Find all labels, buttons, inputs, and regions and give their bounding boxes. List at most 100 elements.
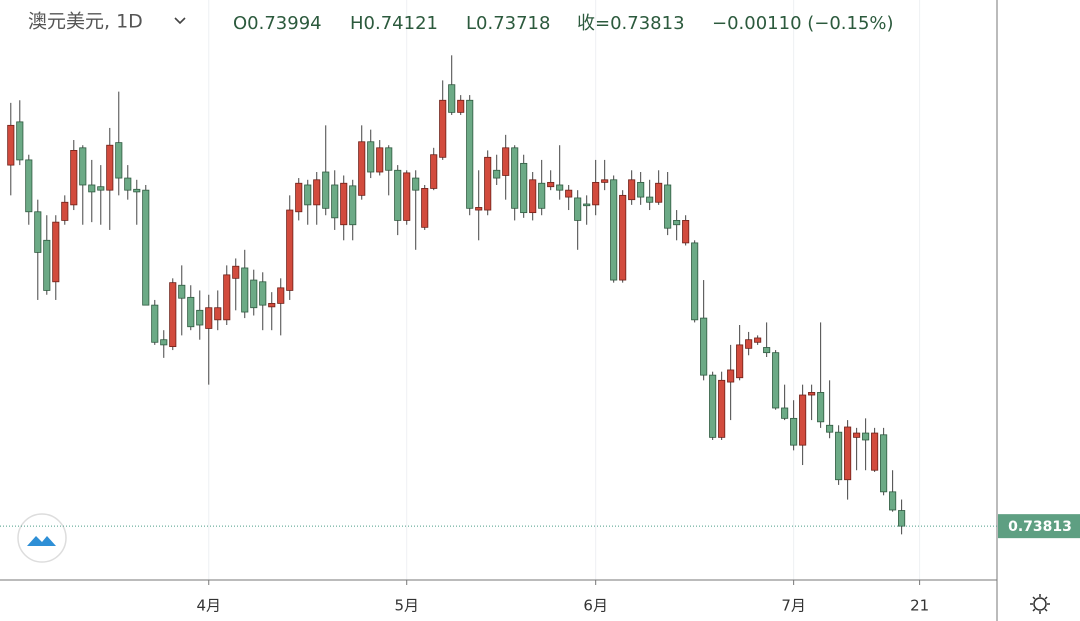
candle-body [169, 282, 177, 348]
change-value: −0.00110 (−0.15%) [712, 13, 894, 34]
last-price-tag [998, 514, 1080, 539]
candle-body [898, 510, 906, 527]
candle-body [412, 177, 420, 191]
candle-body [421, 188, 429, 228]
logo-circle[interactable] [17, 513, 67, 563]
candle-body [79, 147, 87, 186]
candle-body [16, 121, 24, 161]
candle-body [565, 189, 573, 198]
candle-body [673, 220, 681, 226]
candle-body [367, 141, 375, 173]
dropdown-icon[interactable] [174, 17, 186, 25]
candle-body [268, 302, 276, 308]
candle-body [70, 150, 78, 206]
candle-body [151, 304, 159, 343]
candle-body [871, 432, 879, 471]
candle-body [25, 159, 33, 213]
candle-body [133, 188, 141, 193]
candle-body [619, 194, 627, 281]
candle-body [97, 186, 105, 191]
candle-body [196, 309, 204, 326]
candle-body [250, 279, 258, 309]
logo-icon [27, 536, 56, 546]
candle-body [214, 307, 222, 321]
candle-body [718, 379, 726, 438]
candle-body [799, 394, 807, 446]
grid [208, 0, 921, 580]
candle-body [61, 201, 69, 221]
candle-body [448, 84, 456, 113]
candle-body [187, 296, 195, 328]
candle-body [880, 434, 888, 493]
last-price-label: 0.73813 [1008, 519, 1072, 535]
candle-body [781, 407, 789, 419]
candle-body [790, 417, 798, 446]
candle-body [628, 179, 636, 201]
candle-body [376, 147, 384, 173]
candle-body [754, 337, 762, 343]
candle-body [601, 179, 609, 183]
candle-body [646, 196, 654, 203]
candle-body [7, 124, 15, 166]
candle-body [403, 172, 411, 221]
close-value: 收=0.73813 [577, 13, 685, 34]
candle-body [844, 426, 852, 481]
x-tick-label: 6月 [583, 597, 608, 615]
candle-body [313, 179, 321, 206]
candle-body [457, 99, 465, 113]
candle-body [466, 99, 474, 209]
settings-icon[interactable] [1030, 594, 1050, 614]
x-tick-label: 5月 [394, 597, 419, 615]
candle-body [475, 207, 483, 211]
candle-body [655, 182, 663, 203]
candle-body [430, 154, 438, 189]
candle-body [826, 424, 834, 433]
candle-body [223, 274, 231, 321]
candle-body [259, 281, 267, 306]
candle-body [331, 184, 339, 219]
logo[interactable] [17, 513, 67, 563]
candles [7, 55, 906, 535]
candle-body [349, 185, 357, 226]
candle-body [232, 265, 240, 279]
candle-body [241, 267, 249, 313]
candle-body [556, 184, 564, 191]
x-tick-label: 21 [910, 597, 929, 615]
candle-body [304, 184, 312, 206]
candle-body [502, 147, 510, 176]
candle-body [583, 203, 591, 207]
candle-body [178, 284, 186, 299]
gear [1033, 597, 1047, 611]
candle-body [277, 287, 285, 304]
candle-body [493, 169, 501, 179]
candle-body [88, 184, 96, 193]
candle-body [52, 221, 60, 283]
open-value: O0.73994 [233, 13, 322, 34]
candle-body [106, 144, 114, 191]
candle-body [772, 352, 780, 409]
candle-body [574, 197, 582, 221]
candle-body [142, 189, 150, 306]
candle-body [547, 181, 555, 188]
candle-body [763, 347, 771, 354]
candle-body [745, 339, 753, 349]
candle-body [592, 181, 600, 206]
candle-body [43, 239, 51, 291]
candle-body [637, 181, 645, 198]
candle-body [682, 220, 690, 244]
candle-body [538, 182, 546, 209]
candle-body [736, 344, 744, 379]
candle-body [358, 141, 366, 196]
candle-body [709, 374, 717, 438]
candle-body [808, 392, 816, 396]
high-value: H0.74121 [350, 13, 438, 34]
low-value: L0.73718 [466, 13, 550, 34]
candle-body [205, 307, 213, 329]
chart-title: 澳元美元, 1D [28, 11, 143, 33]
candle-body [484, 156, 492, 211]
candle-body [160, 339, 168, 346]
candle-body [394, 169, 402, 221]
candle-body [385, 147, 393, 171]
candle-body [529, 179, 537, 214]
